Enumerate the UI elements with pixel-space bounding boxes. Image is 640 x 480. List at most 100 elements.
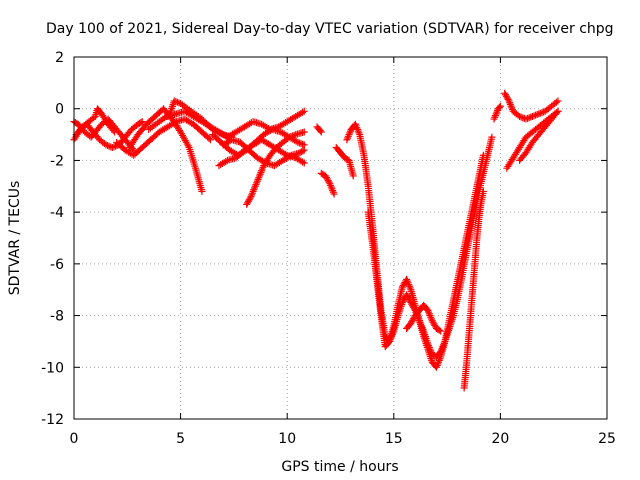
series-arc-20 (501, 89, 562, 123)
data-point (495, 103, 503, 111)
data-point (247, 193, 255, 201)
data-point (434, 360, 442, 368)
data-point (299, 158, 307, 166)
data-point (405, 282, 413, 290)
data-point (516, 112, 524, 120)
data-point (530, 112, 538, 120)
data-point (329, 187, 337, 195)
data-point (398, 283, 406, 291)
data-point (351, 120, 359, 128)
data-point (403, 291, 411, 299)
data-point (205, 134, 213, 142)
data-point (222, 157, 230, 165)
data-point (327, 183, 335, 191)
data-point (522, 115, 530, 123)
data-point (432, 363, 440, 371)
data-point (479, 151, 487, 159)
data-point (435, 326, 443, 334)
data-point (349, 172, 357, 180)
data-point (317, 128, 325, 136)
data-point (292, 137, 300, 145)
y-axis-label: SDTVAR / TECUs (7, 181, 23, 296)
data-point (399, 282, 407, 290)
data-point (427, 315, 435, 323)
data-point (324, 177, 332, 185)
data-point (554, 107, 562, 115)
data-point (250, 186, 258, 194)
data-point (287, 133, 295, 141)
data-point (172, 98, 180, 106)
data-point (502, 92, 510, 100)
chart-title: Day 100 of 2021, Sidereal Day-to-day VTE… (46, 21, 614, 37)
data-point (524, 114, 532, 122)
data-point (300, 107, 308, 115)
data-point (409, 315, 417, 323)
data-point (243, 200, 251, 208)
series-arc-14 (332, 144, 357, 180)
data-point (104, 142, 112, 150)
y-tick-label: -2 (50, 153, 64, 169)
data-point (535, 110, 543, 118)
y-tick-label: -4 (50, 205, 64, 221)
data-point (527, 113, 535, 121)
data-point (248, 191, 256, 199)
data-point (206, 136, 214, 144)
data-point (407, 319, 415, 327)
data-point (251, 182, 259, 190)
data-point (505, 97, 513, 105)
data-point (300, 159, 308, 167)
data-point (105, 142, 113, 150)
data-point (256, 170, 264, 178)
data-point (427, 313, 435, 321)
data-point (406, 284, 414, 292)
data-point (316, 127, 324, 135)
data-point (289, 132, 297, 140)
data-point (435, 356, 443, 364)
data-point (517, 113, 525, 121)
data-point (430, 320, 438, 328)
grid (74, 57, 607, 419)
data-point (490, 115, 498, 123)
data-point (425, 310, 433, 318)
data-point (300, 146, 308, 154)
data-point (343, 136, 351, 144)
series-arc-11 (243, 128, 308, 208)
data-point (253, 177, 261, 185)
data-point (290, 131, 298, 139)
data-point (344, 134, 352, 142)
data-point (299, 108, 307, 116)
data-point (329, 188, 337, 196)
data-point (299, 147, 307, 155)
x-axis-label: GPS time / hours (281, 459, 398, 475)
data-point (326, 180, 334, 188)
y-tick-label: -10 (41, 360, 64, 376)
data-point (353, 124, 361, 132)
data-point (384, 339, 392, 347)
data-point (137, 119, 145, 127)
data-point (433, 362, 441, 370)
series-arc-12 (317, 169, 338, 198)
data-point (492, 110, 500, 118)
y-tick-label: 2 (55, 50, 64, 66)
data-point (506, 99, 514, 107)
data-point (198, 187, 206, 195)
data-point (328, 185, 336, 193)
data-point (322, 173, 330, 181)
data-marks (70, 89, 562, 392)
data-point (496, 102, 504, 110)
data-point (325, 178, 333, 186)
series-arc-10 (219, 136, 308, 170)
data-point (255, 174, 263, 182)
series-arc-4 (113, 115, 214, 159)
data-point (286, 152, 294, 160)
data-point (403, 275, 411, 283)
data-point (352, 122, 360, 130)
data-point (408, 318, 416, 326)
data-point (507, 102, 515, 110)
data-point (257, 168, 265, 176)
data-point (255, 172, 263, 180)
data-point (429, 318, 437, 326)
data-point (102, 141, 110, 149)
data-point (110, 143, 118, 151)
data-point (322, 172, 330, 180)
